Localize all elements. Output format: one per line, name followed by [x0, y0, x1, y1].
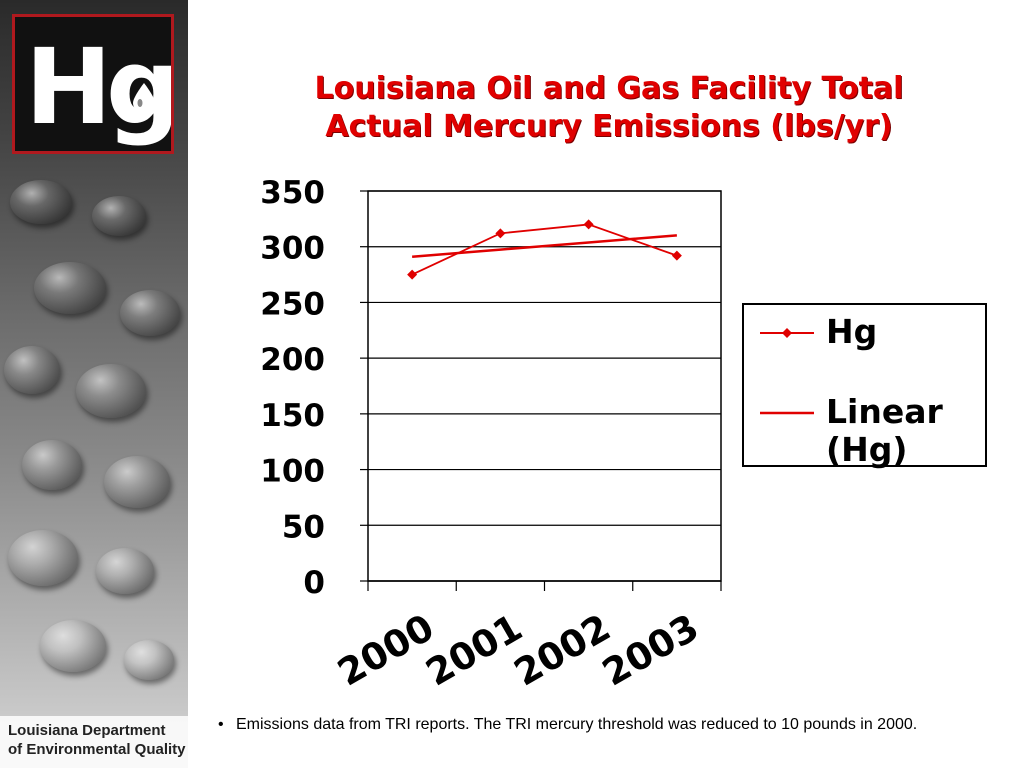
y-tick-label: 300: [260, 231, 325, 267]
trendline-linear-hg: [412, 234, 677, 258]
series: [407, 219, 682, 280]
x-tick-label: 2001: [419, 606, 530, 695]
footnote-text: Emissions data from TRI reports. The TRI…: [236, 716, 918, 733]
agency-line-2: of Environmental Quality: [8, 741, 186, 758]
y-tick-label: 0: [303, 565, 325, 601]
water-drop-image: [120, 290, 180, 336]
legend-swatch-linear-hg: [760, 411, 814, 415]
water-drop-image: [8, 530, 78, 586]
data-point-hg: [407, 269, 418, 280]
agency-line-1: Louisiana Department: [8, 722, 166, 739]
y-tick-label: 350: [260, 175, 325, 211]
chart-title-line-2: Actual Mercury Emissions (lbs/yr): [325, 109, 893, 144]
y-tick-label: 100: [260, 454, 325, 490]
water-drop-image: [92, 196, 146, 236]
y-tick-label: 50: [282, 509, 325, 545]
water-drop-image: [4, 346, 60, 394]
water-drop-image: [22, 440, 82, 490]
chart-title-line-1: Louisiana Oil and Gas Facility Total: [314, 71, 904, 106]
bullet-icon: •: [218, 716, 224, 733]
water-drop-image: [96, 548, 154, 594]
x-tick-label: 2003: [595, 606, 706, 695]
x-tick-label: 2000: [331, 606, 442, 695]
water-drop-image: [76, 364, 146, 418]
y-tick-label: 250: [260, 286, 325, 322]
series-line-hg: [411, 223, 678, 276]
legend-swatch-hg: [760, 328, 814, 338]
hg-logo: Hg: [12, 14, 174, 154]
water-drop-image: [34, 262, 106, 314]
x-tick-label: 2002: [507, 606, 618, 695]
data-point-hg: [583, 219, 594, 230]
legend-label-hg: Hg: [826, 312, 878, 351]
plot-area-border: [367, 190, 722, 582]
legend-label-linear-hg: Linear (Hg): [826, 392, 943, 469]
chart-legend: Hg Linear (Hg): [742, 303, 987, 469]
y-tick-label: 150: [260, 398, 325, 434]
agency-label: Louisiana Department of Environmental Qu…: [0, 716, 188, 768]
data-point-hg: [495, 228, 506, 239]
water-drop-image: [124, 640, 174, 680]
y-tick-label: 200: [260, 342, 325, 378]
grid-lines: [368, 190, 721, 526]
water-drop-image: [104, 456, 170, 508]
side-decoration-panel: Hg Louisiana Department of Environmental…: [0, 0, 188, 768]
chart-title: Louisiana Oil and Gas Facility Total Act…: [214, 70, 1004, 146]
data-point-hg: [671, 250, 682, 261]
footnote: • Emissions data from TRI reports. The TR…: [218, 716, 1008, 734]
water-drop-image: [10, 180, 72, 224]
water-drop-image: [40, 620, 106, 672]
water-droplet-icon: [133, 83, 155, 113]
